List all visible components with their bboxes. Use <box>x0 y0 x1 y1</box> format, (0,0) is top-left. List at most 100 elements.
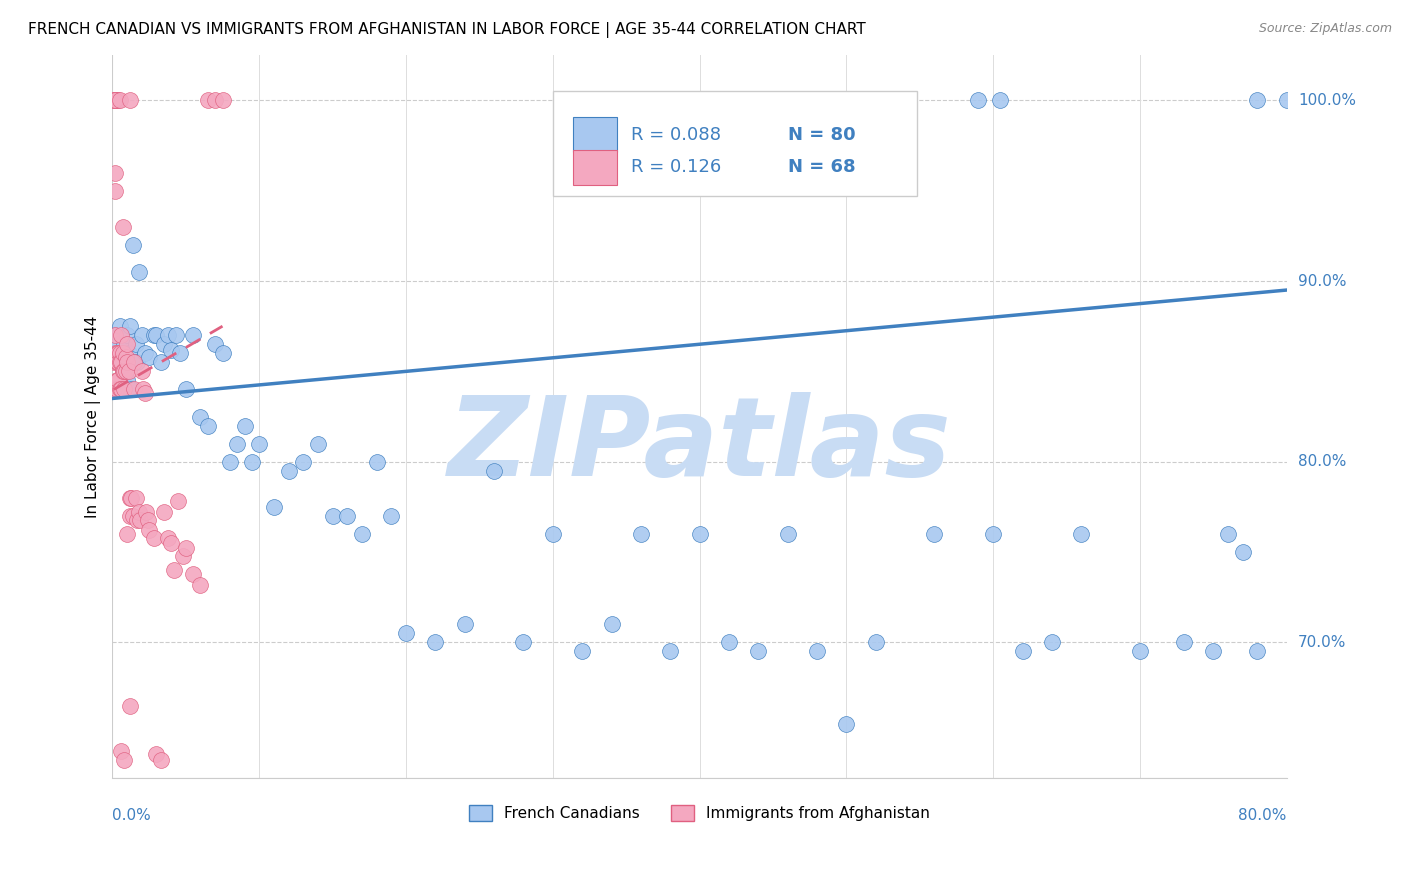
Point <box>112 753 135 767</box>
Point <box>322 508 344 523</box>
Point <box>115 373 138 387</box>
Point <box>211 93 233 107</box>
Point <box>122 238 145 252</box>
Point <box>806 644 828 658</box>
Point <box>110 383 132 397</box>
Point <box>108 346 131 360</box>
Point <box>134 386 156 401</box>
Point <box>1216 527 1239 541</box>
Point <box>607 93 630 107</box>
Point <box>111 219 134 234</box>
Point <box>157 531 180 545</box>
Point <box>292 455 315 469</box>
Point <box>350 527 373 541</box>
Point <box>114 350 136 364</box>
Point <box>125 337 148 351</box>
Point <box>865 635 887 649</box>
Text: 80.0%: 80.0% <box>1298 454 1346 469</box>
Point <box>121 491 143 505</box>
Point <box>1275 93 1298 107</box>
Point <box>747 644 769 658</box>
Point <box>122 508 145 523</box>
Point <box>108 93 131 107</box>
Text: N = 68: N = 68 <box>787 158 855 177</box>
Point <box>105 383 128 397</box>
Point <box>107 93 129 107</box>
Point <box>105 373 128 387</box>
Point <box>115 355 138 369</box>
Text: FRENCH CANADIAN VS IMMIGRANTS FROM AFGHANISTAN IN LABOR FORCE | AGE 35-44 CORREL: FRENCH CANADIAN VS IMMIGRANTS FROM AFGHA… <box>28 22 866 38</box>
Point <box>600 617 623 632</box>
Point <box>1040 635 1063 649</box>
Bar <box>572 150 617 185</box>
Text: R = 0.126: R = 0.126 <box>631 158 721 177</box>
Point <box>142 531 165 545</box>
Point <box>717 635 740 649</box>
Point <box>1202 644 1225 658</box>
Point <box>115 328 138 343</box>
Point <box>110 355 132 369</box>
Point <box>124 383 146 397</box>
Point <box>118 93 141 107</box>
Point <box>107 337 129 351</box>
Point <box>110 355 132 369</box>
Point <box>131 364 153 378</box>
Point <box>138 350 160 364</box>
Point <box>157 328 180 343</box>
Point <box>104 165 127 179</box>
Point <box>172 549 194 563</box>
Point <box>145 747 167 762</box>
Point <box>108 346 131 360</box>
Legend: French Canadians, Immigrants from Afghanistan: French Canadians, Immigrants from Afghan… <box>470 805 929 821</box>
Point <box>105 346 128 360</box>
Point <box>115 527 138 541</box>
Point <box>689 527 711 541</box>
Point <box>118 508 141 523</box>
Point <box>307 436 329 450</box>
Point <box>129 512 152 526</box>
Point <box>585 93 607 107</box>
Point <box>425 635 447 649</box>
Point <box>165 328 187 343</box>
Y-axis label: In Labor Force | Age 35-44: In Labor Force | Age 35-44 <box>86 316 101 517</box>
Text: 80.0%: 80.0% <box>1239 808 1286 823</box>
Point <box>118 319 141 334</box>
Point <box>247 436 270 450</box>
Point <box>103 355 125 369</box>
Point <box>967 93 990 107</box>
FancyBboxPatch shape <box>553 91 917 196</box>
Point <box>111 364 134 378</box>
Point <box>105 93 128 107</box>
Text: 90.0%: 90.0% <box>1298 274 1347 288</box>
Point <box>121 383 143 397</box>
Point <box>835 716 858 731</box>
Point <box>103 93 125 107</box>
Point <box>1232 545 1254 559</box>
Point <box>211 346 233 360</box>
Point <box>128 265 150 279</box>
Point <box>124 355 146 369</box>
Point <box>127 512 149 526</box>
Point <box>114 355 136 369</box>
Point <box>197 93 219 107</box>
Point <box>651 93 673 107</box>
Point <box>104 184 127 198</box>
Point <box>118 698 141 713</box>
Point <box>135 505 157 519</box>
Point <box>564 93 586 107</box>
Point <box>108 319 131 334</box>
Point <box>108 355 131 369</box>
Point <box>1246 93 1268 107</box>
Point <box>218 455 240 469</box>
Point <box>512 635 534 649</box>
Point <box>111 346 134 360</box>
Point <box>142 328 165 343</box>
Point <box>659 644 682 658</box>
Point <box>152 337 174 351</box>
Point <box>181 328 204 343</box>
Point <box>108 383 131 397</box>
Point <box>366 455 388 469</box>
Point <box>149 753 172 767</box>
Point <box>117 364 139 378</box>
Point <box>152 505 174 519</box>
